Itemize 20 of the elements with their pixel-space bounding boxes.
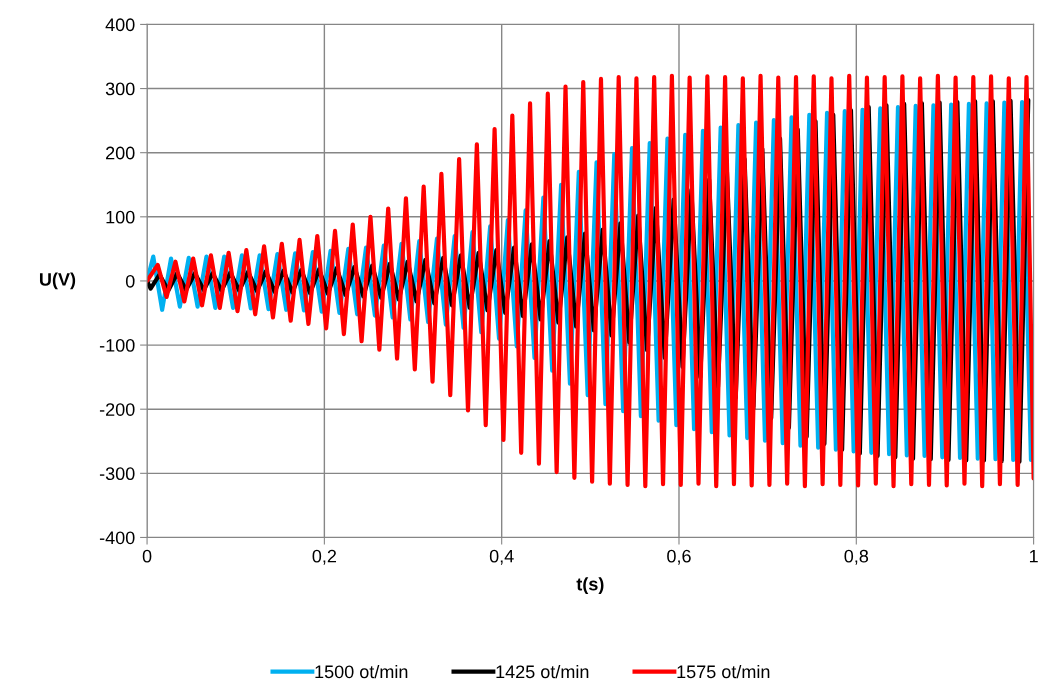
x-tick-label: 0,8	[844, 549, 869, 565]
x-tick-label: 0,4	[489, 549, 514, 565]
legend-label: 1425 ot/min	[496, 664, 589, 679]
legend-label: 1575 ot/min	[677, 664, 770, 679]
x-tick-label: 0,2	[312, 549, 337, 565]
legend-label: 1500 ot/min	[315, 664, 408, 679]
x-axis-title: t(s)	[576, 577, 604, 595]
y-tick-label: 200	[106, 146, 135, 160]
y-axis-title: U(V)	[39, 272, 76, 290]
y-tick-label: 400	[105, 18, 135, 32]
y-tick-label: 300	[105, 82, 135, 96]
y-tick-label: 0	[125, 274, 135, 288]
y-tick-label: -200	[99, 403, 135, 416]
y-tick-label: -100	[99, 339, 135, 352]
x-tick-label: 0	[142, 549, 152, 563]
x-tick-label: 1	[1029, 549, 1038, 563]
x-tick-label: 0,6	[667, 549, 691, 565]
y-tick-label: 100	[106, 210, 135, 224]
y-tick-label: -400	[99, 531, 135, 545]
y-tick-label: -300	[99, 467, 135, 481]
